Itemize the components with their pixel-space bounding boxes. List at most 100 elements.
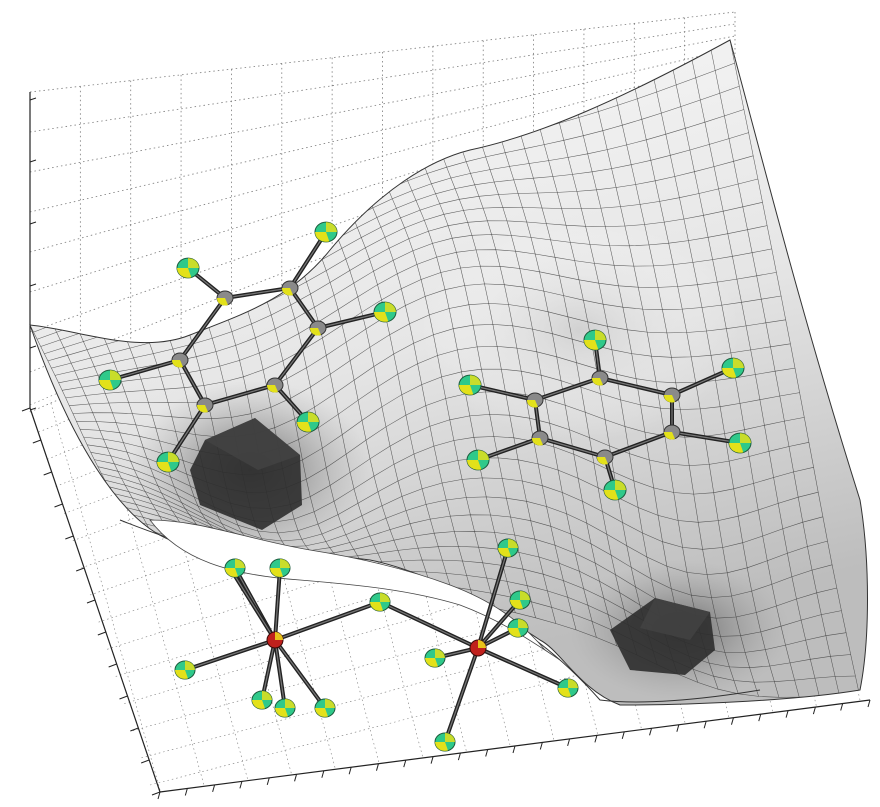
grid-line — [29, 47, 736, 213]
x-tick — [594, 735, 598, 743]
mesh-line — [54, 202, 763, 376]
hexafluorobenzene-right — [458, 329, 752, 501]
y-tick — [119, 695, 128, 700]
z-tick — [29, 283, 37, 287]
fluorine-atom — [369, 592, 391, 612]
fluorine-atom — [434, 732, 456, 752]
mesh-line — [104, 479, 828, 575]
bond-highlight — [477, 647, 569, 689]
fluorine-atom — [296, 411, 320, 433]
x-tick — [184, 788, 188, 796]
bond-highlight — [444, 647, 479, 743]
mesh-line — [79, 346, 796, 457]
bond-highlight — [477, 547, 509, 649]
mesh-line — [69, 283, 782, 406]
bond-highlight — [379, 601, 479, 649]
hexafluorobenzene-left — [98, 221, 397, 473]
x-tick — [676, 724, 680, 732]
cavity-left-face — [205, 418, 300, 470]
bond-highlight — [109, 359, 181, 381]
y-tick — [130, 727, 139, 732]
carbon-atom — [591, 370, 609, 386]
carbon-atom — [171, 352, 189, 368]
metal-atom — [469, 639, 487, 657]
mesh-line — [97, 457, 819, 534]
bridged-fluorometallate-pair — [174, 538, 579, 752]
fluorine-atom — [721, 357, 745, 379]
bond-highlight — [539, 437, 606, 458]
x-tick — [703, 721, 707, 729]
y-tick — [43, 471, 52, 476]
bond-highlight — [184, 639, 276, 671]
x-tick — [512, 745, 516, 754]
z-tick — [29, 407, 37, 411]
x-tick — [294, 774, 298, 782]
y-tick — [108, 663, 117, 668]
bond-highlight — [599, 377, 673, 396]
x-tick — [812, 706, 816, 715]
cavity-right-face — [640, 598, 710, 640]
z-tick — [29, 159, 37, 163]
x-tick — [758, 714, 762, 722]
x-tick — [539, 742, 543, 750]
bond-highlight — [289, 231, 327, 289]
y-tick — [86, 599, 96, 604]
bond-highlight — [477, 599, 521, 649]
y-tick — [75, 567, 85, 572]
bond-highlight — [204, 384, 276, 406]
carbon-atom — [526, 392, 544, 408]
fluorine-atom — [603, 479, 627, 501]
cavities — [190, 418, 715, 675]
fluorine-atom — [557, 678, 579, 698]
x-tick — [567, 738, 571, 747]
y-tick — [151, 791, 161, 796]
y-tick — [21, 407, 31, 412]
grid-line — [465, 394, 555, 740]
bond-highlight — [274, 567, 281, 641]
bond-highlight — [274, 327, 319, 386]
bond-highlight — [604, 431, 673, 458]
grid-line — [29, 71, 736, 293]
carbon-atom — [309, 320, 327, 336]
carbon-atom — [663, 424, 681, 440]
x-tick — [266, 777, 270, 785]
molecules-layer — [98, 221, 752, 752]
bond-highlight — [274, 601, 381, 641]
metal-atom — [266, 631, 284, 649]
fluorine-atom — [274, 698, 296, 718]
fluorine-atom — [466, 449, 490, 471]
mesh-line — [72, 303, 786, 419]
bond-highlight — [289, 287, 319, 329]
x-tick — [485, 749, 489, 757]
x-tick — [375, 763, 379, 771]
x-tick — [730, 717, 734, 725]
z-tick — [29, 345, 37, 349]
grid-line — [49, 399, 161, 791]
x-tick — [239, 781, 243, 789]
x-tick — [457, 752, 461, 761]
x-tick — [649, 728, 653, 736]
carbon-atom — [531, 430, 549, 446]
bond-highlight — [534, 377, 601, 401]
bond-highlight — [167, 404, 206, 463]
carbon-atom — [281, 280, 299, 296]
x-tick — [212, 784, 216, 793]
fluorine-atom — [509, 590, 531, 610]
bond-highlight — [179, 297, 226, 361]
fluorine-atom — [251, 690, 273, 710]
x-tick — [348, 767, 352, 775]
y-tick — [32, 439, 42, 444]
z-tick — [29, 221, 37, 225]
mesh-line — [101, 473, 823, 550]
fluorine-atom — [269, 558, 291, 578]
x-tick — [321, 770, 325, 778]
fluorine-atom — [458, 374, 482, 396]
grid-line — [149, 604, 851, 786]
carbon-atom — [266, 377, 284, 393]
carbon-atom — [596, 449, 614, 465]
bond-highlight — [224, 287, 291, 299]
grid-line — [29, 59, 736, 253]
x-tick — [403, 760, 407, 768]
carbon-atom — [216, 290, 234, 306]
